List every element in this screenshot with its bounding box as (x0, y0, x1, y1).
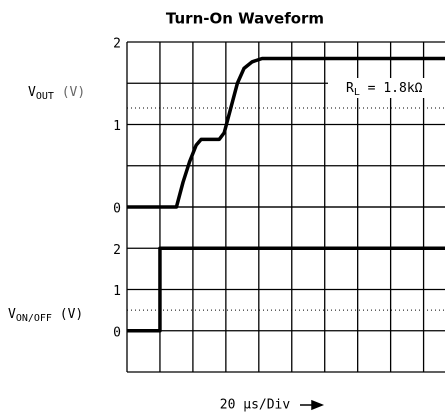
y-tick-label: 1 (113, 284, 121, 299)
y-label-main: V (8, 307, 16, 322)
series-line (127, 246, 445, 333)
y-axis-label: VON/OFF (V) (8, 307, 83, 325)
annotation-bg (328, 78, 445, 98)
y-tick-label: 1 (113, 119, 121, 134)
series-line (127, 56, 445, 209)
x-arrow (300, 399, 325, 411)
chart-title: Turn-On Waveform (166, 10, 324, 28)
y-label-unit: (V) (52, 307, 83, 322)
y-label-unit: (V) (54, 85, 85, 100)
y-tick-label: 2 (113, 243, 121, 258)
y-tick-label: 2 (113, 37, 121, 52)
y-tick-label: 0 (113, 325, 121, 340)
annotation-rest: = 1.8kΩ (360, 81, 423, 96)
y-label-sub: ON/OFF (16, 313, 52, 324)
annotation-main: R (346, 81, 354, 96)
annotation-sub: L (354, 87, 360, 98)
y-label-main: V (28, 85, 36, 100)
y-tick-label: 0 (113, 202, 121, 217)
x-axis-label: 20 µs/Div (220, 398, 291, 413)
y-label-sub: OUT (36, 91, 54, 102)
annotation: RL = 1.8kΩ (346, 81, 423, 99)
y-axis-label: VOUT (V) (28, 85, 85, 103)
